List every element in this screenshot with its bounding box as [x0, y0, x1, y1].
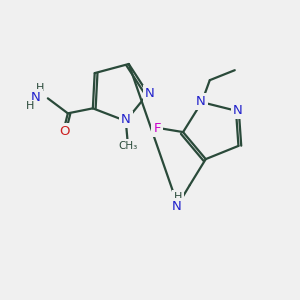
Text: N: N — [233, 104, 243, 117]
Text: N: N — [172, 200, 182, 213]
Text: N: N — [121, 113, 130, 127]
Text: O: O — [60, 125, 70, 138]
Text: CH₃: CH₃ — [118, 141, 137, 151]
Text: H: H — [174, 192, 182, 202]
Text: N: N — [31, 91, 41, 104]
Text: H: H — [36, 83, 44, 93]
Text: N: N — [196, 95, 206, 108]
Text: H: H — [26, 101, 34, 111]
Text: N: N — [145, 87, 155, 100]
Text: F: F — [153, 122, 161, 135]
